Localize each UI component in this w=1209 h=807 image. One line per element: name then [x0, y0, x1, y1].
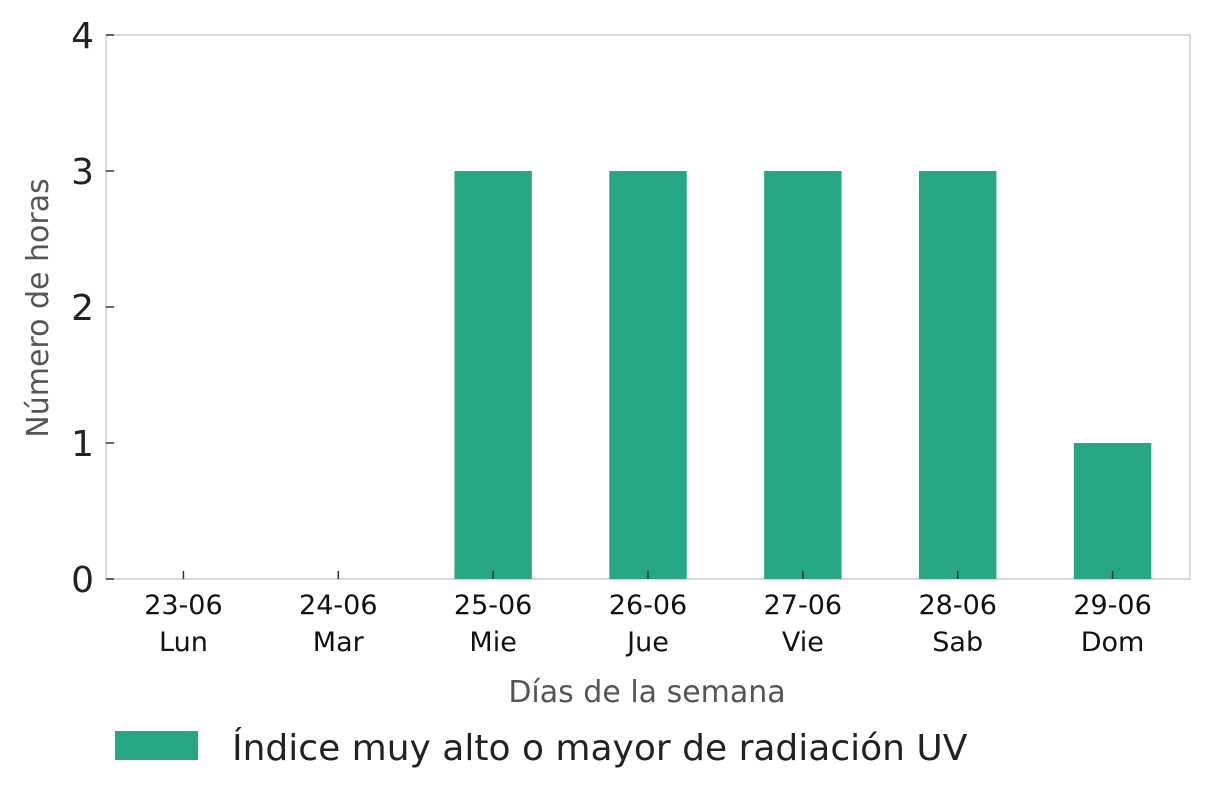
- bar-dom: [1073, 443, 1152, 579]
- x-tick-label-day: Mar: [313, 627, 365, 658]
- legend-swatch: [115, 731, 198, 760]
- x-tick-label-date: 24-06: [299, 590, 377, 621]
- x-tick-label-date: 26-06: [609, 590, 687, 621]
- x-axis-title: Días de la semana: [508, 675, 785, 710]
- x-tick-label-date: 28-06: [918, 590, 996, 621]
- y-tick-label: 2: [71, 288, 94, 329]
- bars-group: [454, 171, 1152, 579]
- x-tick-label-day: Vie: [782, 627, 824, 658]
- x-tick-label-day: Lun: [159, 627, 208, 658]
- x-tick-label-date: 23-06: [144, 590, 222, 621]
- y-tick-label: 4: [71, 16, 94, 57]
- bar-mie: [454, 171, 532, 579]
- y-tick-label: 1: [71, 424, 94, 465]
- x-tick-label-date: 27-06: [764, 590, 842, 621]
- bar-vie: [764, 171, 842, 579]
- y-tick-label: 0: [71, 560, 94, 601]
- x-tick-label-day: Mie: [469, 627, 516, 658]
- legend-label: Índice muy alto o mayor de radiación UV: [232, 727, 968, 769]
- bar-sab: [919, 171, 997, 579]
- x-axis-ticks: 23-06 Lun 24-06 Mar 25-06 Mie 26-06 Jue 27-06 Vie…: [144, 571, 1152, 658]
- x-tick-label-date: 29-06: [1073, 590, 1151, 621]
- x-tick-label-day: Dom: [1081, 627, 1145, 658]
- y-axis-ticks: 0 1 2 3 4: [71, 16, 114, 601]
- y-axis-title: Número de horas: [21, 178, 56, 437]
- x-tick-label-day: Sab: [932, 627, 983, 658]
- bar-jue: [609, 171, 687, 579]
- y-tick-label: 3: [71, 152, 94, 193]
- legend: Índice muy alto o mayor de radiación UV: [115, 727, 968, 769]
- x-tick-label-day: Jue: [625, 627, 669, 658]
- x-tick-label-date: 25-06: [454, 590, 532, 621]
